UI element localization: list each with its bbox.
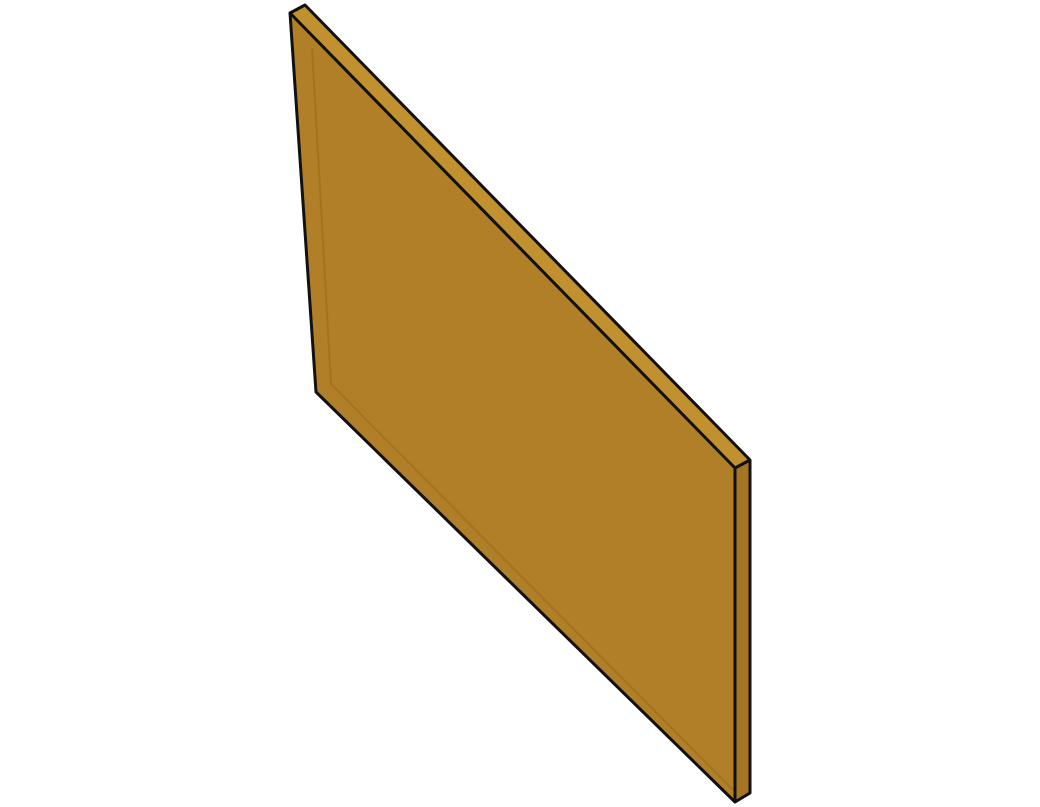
panel-inner-bevel bbox=[311, 47, 734, 791]
panel-edge-corner-line bbox=[734, 458, 751, 470]
panel-front-face bbox=[290, 13, 735, 802]
panel-side-edge bbox=[735, 460, 750, 802]
panel-top-edge bbox=[290, 5, 750, 468]
